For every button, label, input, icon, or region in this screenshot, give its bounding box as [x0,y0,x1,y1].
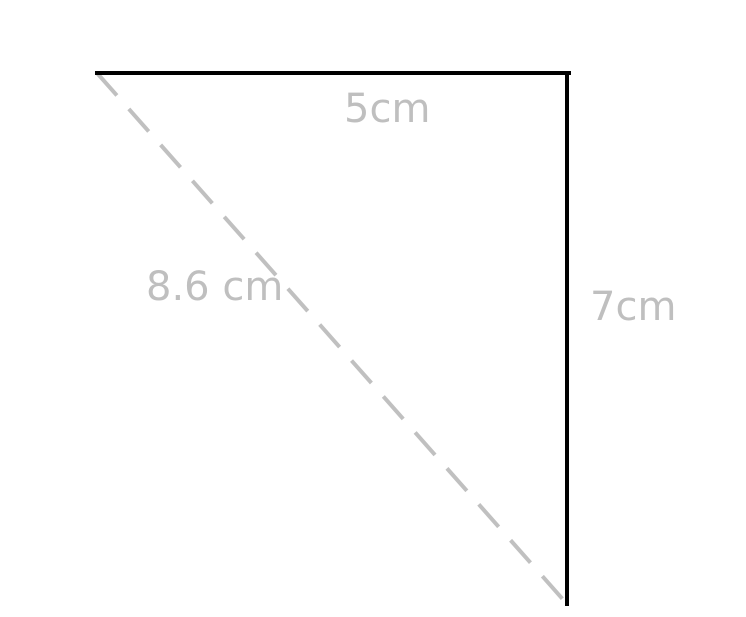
right-side-label: 7cm [590,284,676,330]
top-side-label: 5cm [344,86,430,132]
hypotenuse-label: 8.6 cm [146,264,283,310]
